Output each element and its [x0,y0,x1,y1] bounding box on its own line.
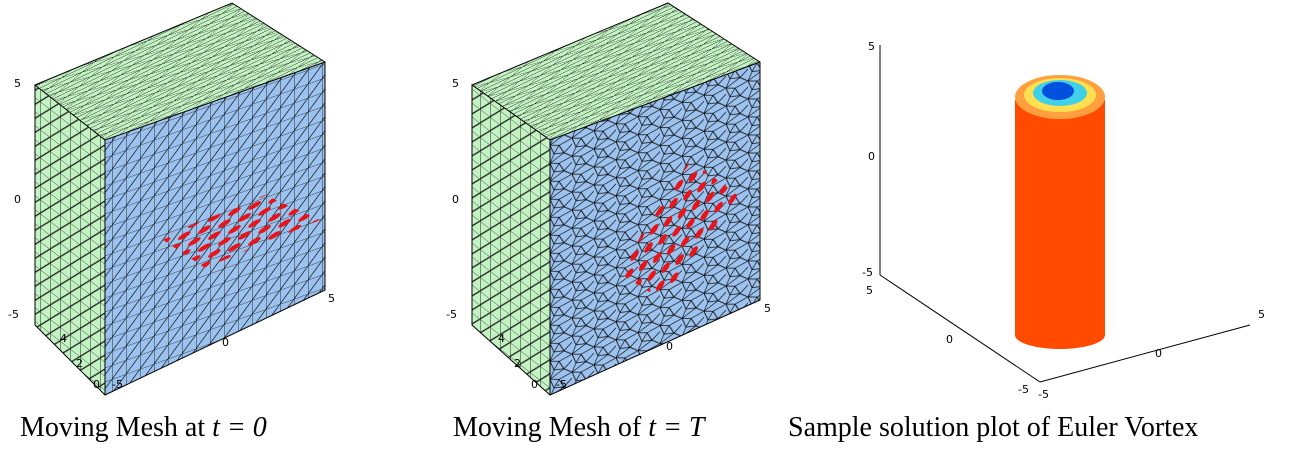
tick-label: 0 [14,193,21,206]
panel-1: 5 0 -5 4 2 0 -5 0 5 [8,3,335,395]
tick-label: 0 [222,336,229,349]
tick-label: 5 [1258,308,1265,321]
cylinder [1015,100,1105,335]
tick-label: -5 [446,308,457,321]
panel-2: 5 0 -5 4 2 0 -5 0 5 [446,3,771,395]
tick-label: 5 [452,77,459,90]
tick-label: 5 [328,292,335,305]
tick-label: 0 [1155,347,1162,360]
tick-label: 0 [868,150,875,163]
caption-math: t = 0 [212,412,267,443]
tick-label: 0 [946,333,953,346]
tick-label: -5 [8,308,19,321]
tick-label: -5 [1018,383,1029,396]
caption: Moving Mesh at t = 0 [20,412,267,443]
tick-label: -5 [862,266,873,279]
tick-label: 4 [498,332,505,345]
caption-text: Moving Mesh at [20,412,212,443]
tick-label: 0 [93,378,100,391]
tick-label: 5 [868,40,875,53]
tick-label: -5 [1038,388,1049,401]
caption: Moving Mesh of t = T [453,412,707,443]
figure: 5 0 -5 4 2 0 -5 0 5 5 0 -5 4 2 0 -5 0 5 [0,0,1313,449]
tick-label: 0 [666,340,673,353]
caption: Sample solution plot of Euler Vortex [788,412,1198,443]
tick-label: 5 [866,284,873,297]
tick-label: 5 [764,302,771,315]
tick-label: 4 [60,332,67,345]
panel-3: 5 0 -5 5 0 -5 -5 0 5 [862,40,1265,401]
tick-label: 5 [14,77,21,90]
tick-label: -5 [112,378,123,391]
tick-label: -5 [556,378,567,391]
tick-label: 0 [531,378,538,391]
tick-label: 0 [452,193,459,206]
tick-label: 2 [76,357,83,370]
caption-math: t = T [648,412,707,443]
caption-text: Moving Mesh of [453,412,648,443]
tick-label: 2 [514,357,521,370]
